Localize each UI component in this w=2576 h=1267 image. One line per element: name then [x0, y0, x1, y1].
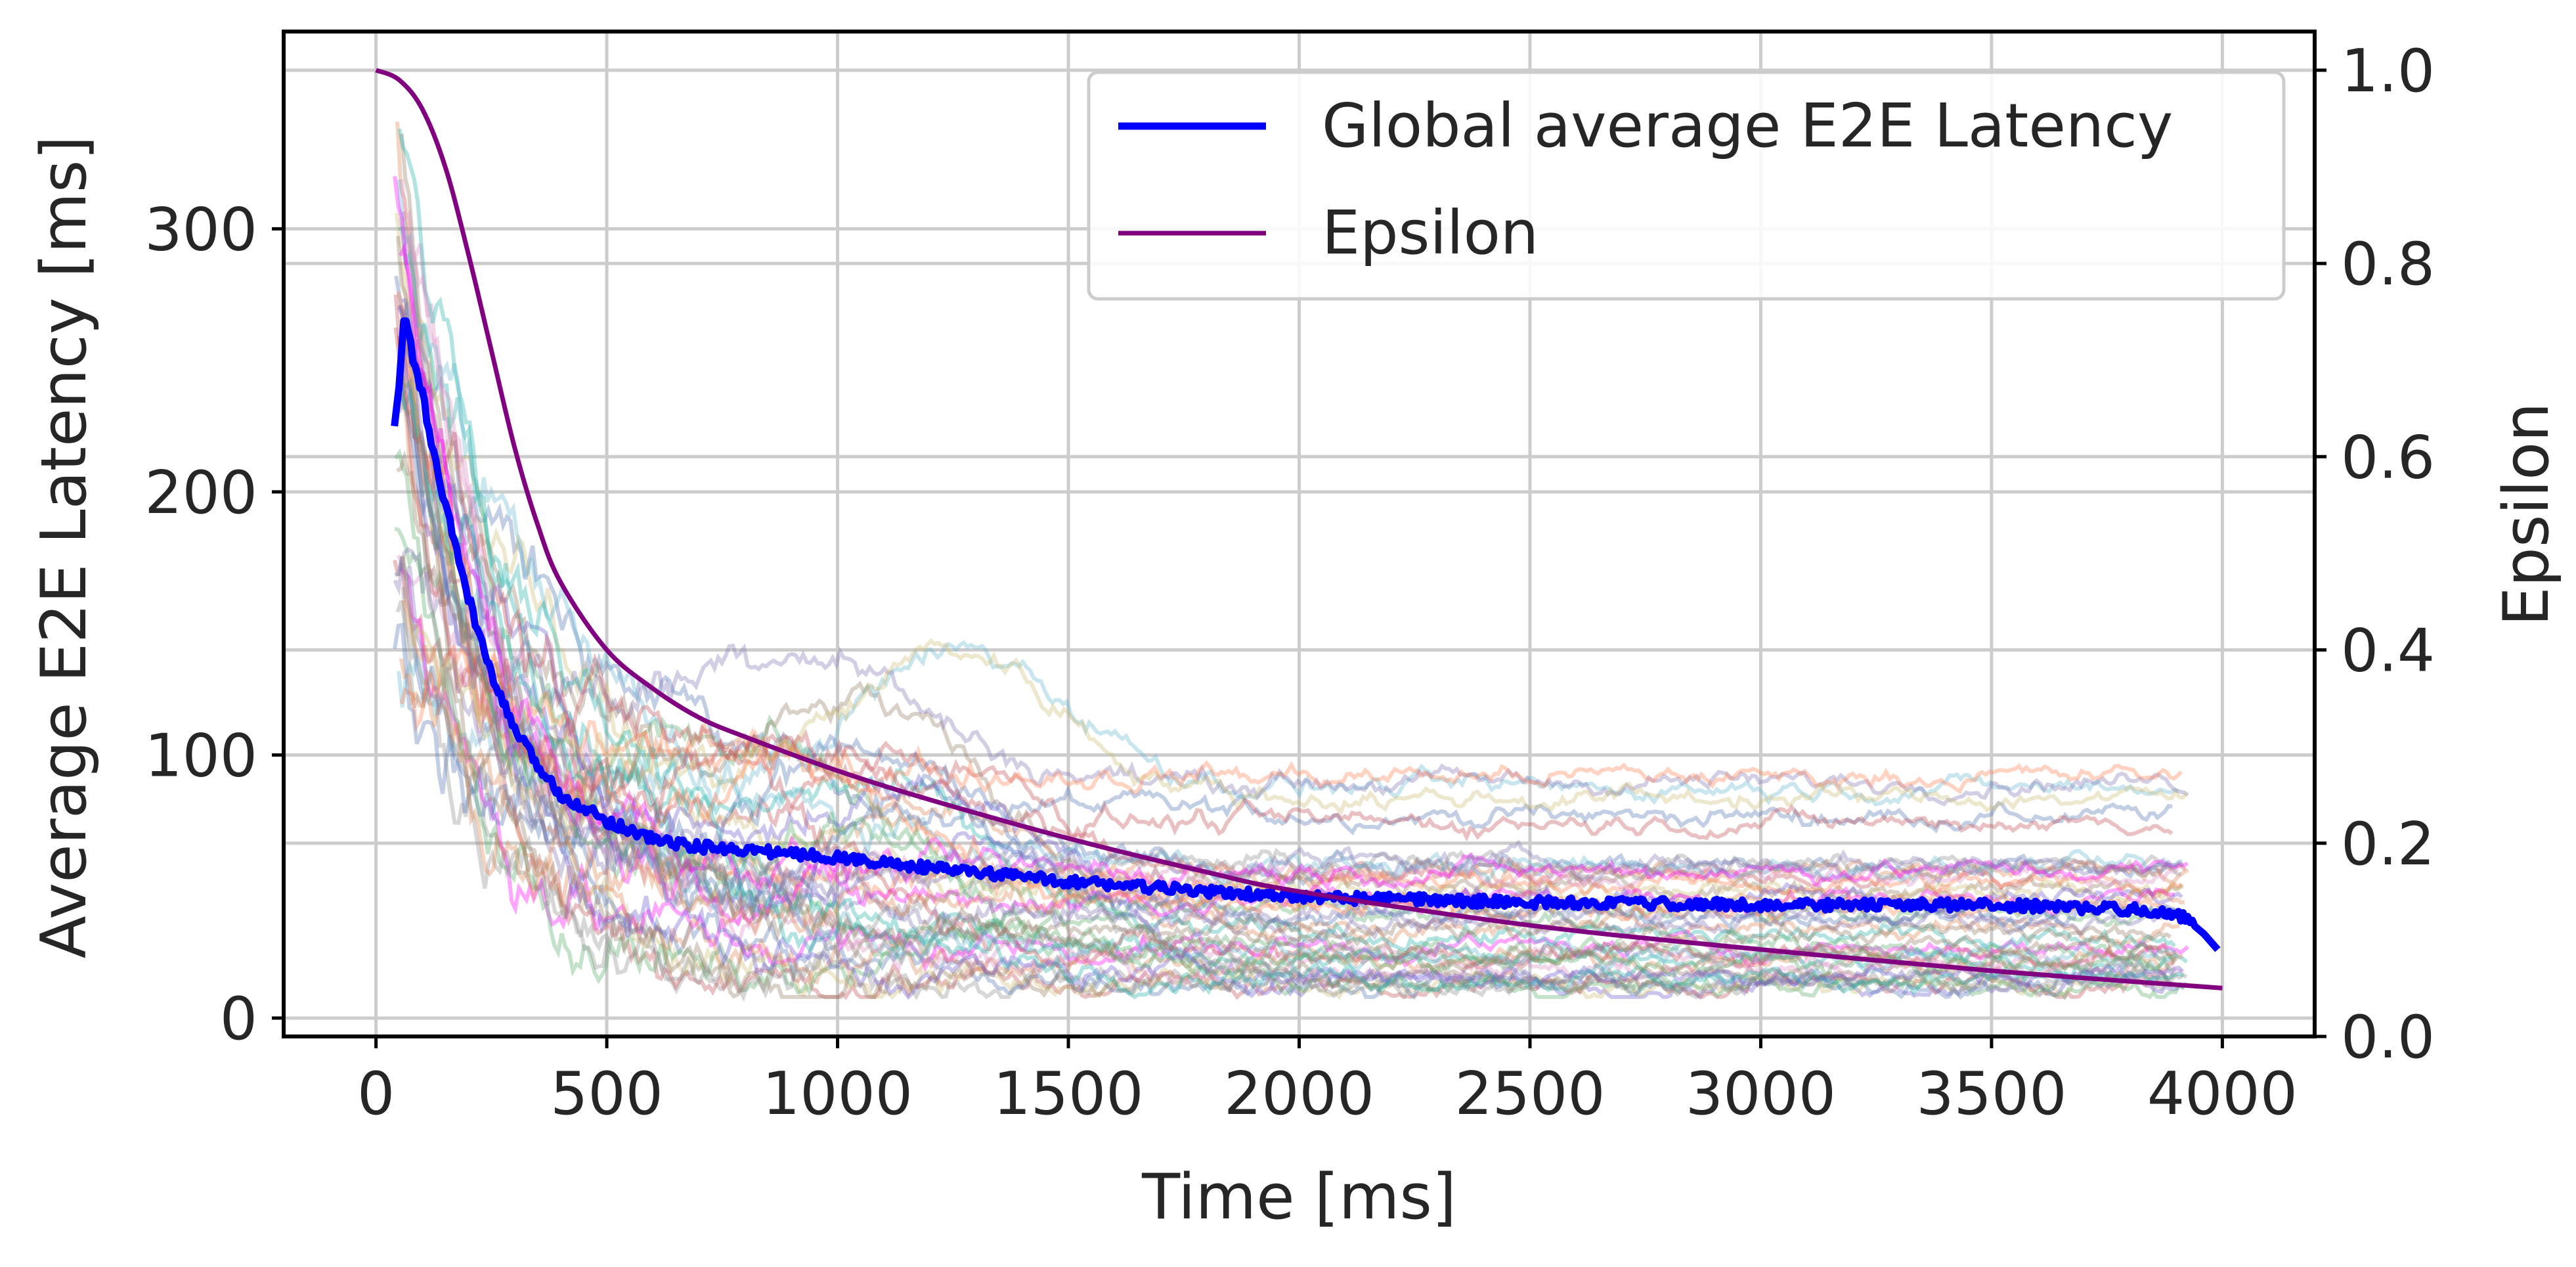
series-lines [375, 68, 2223, 990]
legend-box [1087, 70, 2286, 301]
run-line [398, 360, 2178, 931]
run-line [395, 236, 2176, 999]
run-line [399, 386, 2185, 932]
x-tick-label: 0 [357, 1059, 395, 1128]
run-line [393, 327, 2177, 971]
y-tick-label: 200 [144, 458, 257, 527]
run-line [397, 225, 2176, 952]
y-tick-label: 100 [144, 721, 257, 790]
y-axis-title: Average E2E Latency [ms] [28, 136, 100, 959]
individual-runs [393, 122, 2190, 1002]
run-line [399, 567, 2190, 973]
x-tick-label: 1000 [762, 1059, 913, 1128]
run-line [393, 294, 2173, 842]
run-line [398, 217, 2185, 989]
run-line [399, 242, 2189, 893]
run-line [397, 128, 2189, 978]
y2-axis-title: Epsilon [2491, 403, 2563, 627]
legend: Global average E2E Latency Epsilon [1087, 70, 2286, 301]
y-tick-label: 0 [220, 985, 257, 1054]
x-axis-title: Time [ms] [1141, 1161, 1456, 1234]
run-line [394, 275, 2173, 835]
axes: 0 500 1000 1500 2000 2500 3000 3500 4000 0 100 200 3… [144, 30, 2435, 1128]
run-line [401, 326, 2185, 890]
run-line [397, 640, 2179, 835]
run-line [396, 450, 2179, 973]
run-line [397, 179, 2183, 887]
run-line [401, 600, 2184, 985]
y2-tick-label: 1.0 [2341, 37, 2435, 106]
y2-tick-label: 0.8 [2341, 230, 2435, 299]
run-line [398, 304, 2185, 1000]
legend-label-epsilon: Epsilon [1322, 198, 1539, 268]
x-tick-label: 2000 [1224, 1059, 1374, 1128]
run-line [393, 556, 2187, 890]
run-line [397, 303, 2184, 906]
x-tick-label: 1500 [993, 1059, 1143, 1128]
y2-tick-label: 0.4 [2341, 617, 2435, 686]
run-line [401, 587, 2188, 1001]
y2-tick-label: 0.6 [2341, 423, 2435, 492]
legend-label-global-average: Global average E2E Latency [1322, 91, 2173, 161]
run-line [394, 526, 2177, 967]
x-tick-label: 4000 [2147, 1059, 2298, 1128]
run-line [399, 643, 2183, 795]
x-tick-label: 3000 [1686, 1059, 1836, 1128]
run-line [401, 555, 2189, 816]
run-line [395, 600, 2181, 897]
run-line [395, 122, 2189, 889]
run-line [397, 306, 2184, 1000]
run-line [393, 176, 2175, 927]
y-tick-label: 300 [144, 195, 257, 264]
run-line [399, 361, 2179, 975]
run-line [401, 211, 2170, 951]
run-line [393, 562, 2187, 941]
x-tick-label: 3500 [1916, 1059, 2066, 1128]
run-line [393, 622, 2173, 1000]
run-line [397, 336, 2183, 1000]
y2-tick-label: 0.2 [2341, 810, 2435, 879]
epsilon-line [375, 68, 2223, 990]
run-line [397, 391, 2180, 946]
run-line [399, 546, 2189, 807]
run-line [399, 133, 2172, 960]
y2-tick-label: 0.0 [2341, 1003, 2435, 1072]
run-line [399, 263, 2175, 1000]
run-line [397, 367, 2173, 981]
run-line [401, 323, 2174, 1002]
run-line [400, 179, 2180, 902]
run-line [393, 448, 2189, 1001]
x-tick-label: 500 [550, 1059, 663, 1128]
x-tick-label: 2500 [1454, 1059, 1605, 1128]
